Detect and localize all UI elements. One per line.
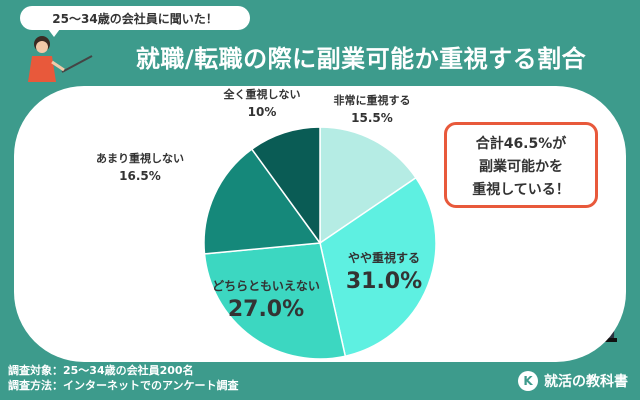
pie-slice-3: [203, 242, 347, 360]
callout-line-3: 重視している！: [472, 182, 570, 198]
brand-mark-icon: K: [518, 371, 538, 391]
slice-value-4: 16.5%: [119, 169, 161, 183]
footer-target: 調査対象：25～34歳の会社員200名: [8, 364, 194, 377]
pie-slice-2: [319, 176, 437, 358]
presenter-left-figure: [28, 36, 93, 82]
slice-label-4: あまり重視しない: [96, 151, 184, 165]
slice-value-5: 10%: [248, 105, 277, 119]
page-title: 就職/転職の際に副業可能か重視する割合: [135, 44, 587, 73]
pie-slice-5: [250, 126, 321, 246]
brand-logo: K 就活の教科書: [518, 368, 628, 394]
survey-footer: 調査対象：25～34歳の会社員200名 調査方法：インターネットでのアンケート調…: [8, 363, 239, 393]
callout-line-2: 副業可能かを: [479, 159, 563, 175]
callout-line-1: 合計46.5%が: [475, 136, 567, 152]
summary-callout: 合計46.5%が 副業可能かを 重視している！: [444, 122, 598, 208]
slice-label-1: 非常に重視する: [334, 93, 411, 107]
slice-label-2: やや重視する: [348, 250, 420, 265]
pie-slice-4: [203, 148, 322, 255]
slice-label-3: どちらともいえない: [212, 279, 320, 293]
slice-value-2: 31.0%: [346, 269, 422, 294]
survey-bubble: 25～34歳の会社員に聞いた！: [20, 6, 250, 37]
brand-name: 就活の教科書: [544, 374, 628, 390]
slice-value-3: 27.0%: [228, 297, 304, 322]
footer-method: 調査方法：インターネットでのアンケート調査: [8, 379, 239, 392]
slice-label-5: 全く重視しない: [223, 87, 301, 101]
slice-value-1: 15.5%: [351, 111, 393, 125]
pie-slice-1: [319, 126, 417, 245]
